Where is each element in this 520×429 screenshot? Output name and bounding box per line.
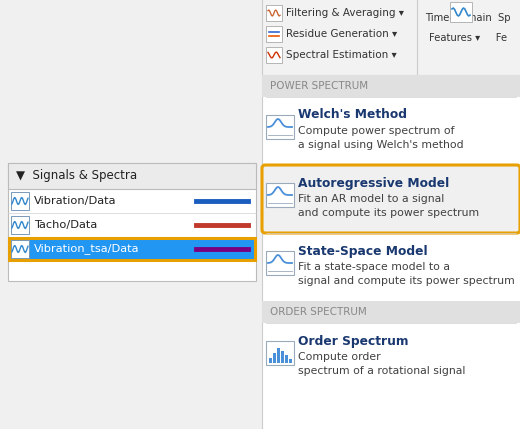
Bar [281, 351, 284, 363]
Text: Spectral Estimation ▾: Spectral Estimation ▾ [286, 50, 397, 60]
Bar [277, 347, 280, 363]
Text: signal and compute its power spectrum: signal and compute its power spectrum [298, 276, 515, 286]
Bar [285, 355, 288, 363]
Text: Fit an AR model to a signal: Fit an AR model to a signal [298, 194, 444, 204]
Bar [266, 47, 282, 63]
Bar [262, 301, 520, 323]
Bar [289, 359, 292, 363]
Bar [8, 237, 256, 261]
Bar [266, 115, 294, 139]
Bar [8, 163, 256, 189]
Text: Welch's Method: Welch's Method [298, 109, 407, 121]
Text: Order Spectrum: Order Spectrum [298, 335, 409, 347]
Text: ORDER SPECTRUM: ORDER SPECTRUM [270, 307, 367, 317]
Text: Fit a state-space model to a: Fit a state-space model to a [298, 262, 450, 272]
Text: Vibration_tsa/Data: Vibration_tsa/Data [34, 244, 139, 254]
Bar [262, 75, 520, 97]
Bar [11, 216, 29, 234]
Text: State-Space Model: State-Space Model [298, 245, 427, 257]
FancyBboxPatch shape [262, 165, 520, 233]
Bar [266, 341, 294, 365]
Text: Time-Domain  Sp: Time-Domain Sp [425, 13, 511, 23]
Bar [8, 163, 256, 281]
Text: POWER SPECTRUM: POWER SPECTRUM [270, 81, 368, 91]
Text: Autoregressive Model: Autoregressive Model [298, 176, 449, 190]
Text: Features ▾     Fe: Features ▾ Fe [429, 33, 507, 43]
Text: Vibration/Data: Vibration/Data [34, 196, 116, 206]
Bar [269, 358, 272, 363]
Text: Filtering & Averaging ▾: Filtering & Averaging ▾ [286, 8, 404, 18]
Text: spectrum of a rotational signal: spectrum of a rotational signal [298, 366, 465, 376]
Bar [262, 75, 520, 429]
Text: Tacho/Data: Tacho/Data [34, 220, 97, 230]
Bar [266, 26, 282, 42]
Text: Residue Generation ▾: Residue Generation ▾ [286, 29, 397, 39]
Bar [11, 192, 29, 210]
Bar [262, 0, 520, 75]
Bar [266, 183, 294, 207]
Bar [273, 353, 276, 363]
Bar [266, 251, 294, 275]
Bar [266, 5, 282, 21]
Text: Compute power spectrum of: Compute power spectrum of [298, 126, 454, 136]
Bar [11, 240, 29, 258]
Text: ▼  Signals & Spectra: ▼ Signals & Spectra [16, 169, 137, 182]
Bar [450, 2, 472, 22]
Text: a signal using Welch's method: a signal using Welch's method [298, 140, 464, 150]
Text: and compute its power spectrum: and compute its power spectrum [298, 208, 479, 218]
Text: Compute order: Compute order [298, 352, 381, 362]
